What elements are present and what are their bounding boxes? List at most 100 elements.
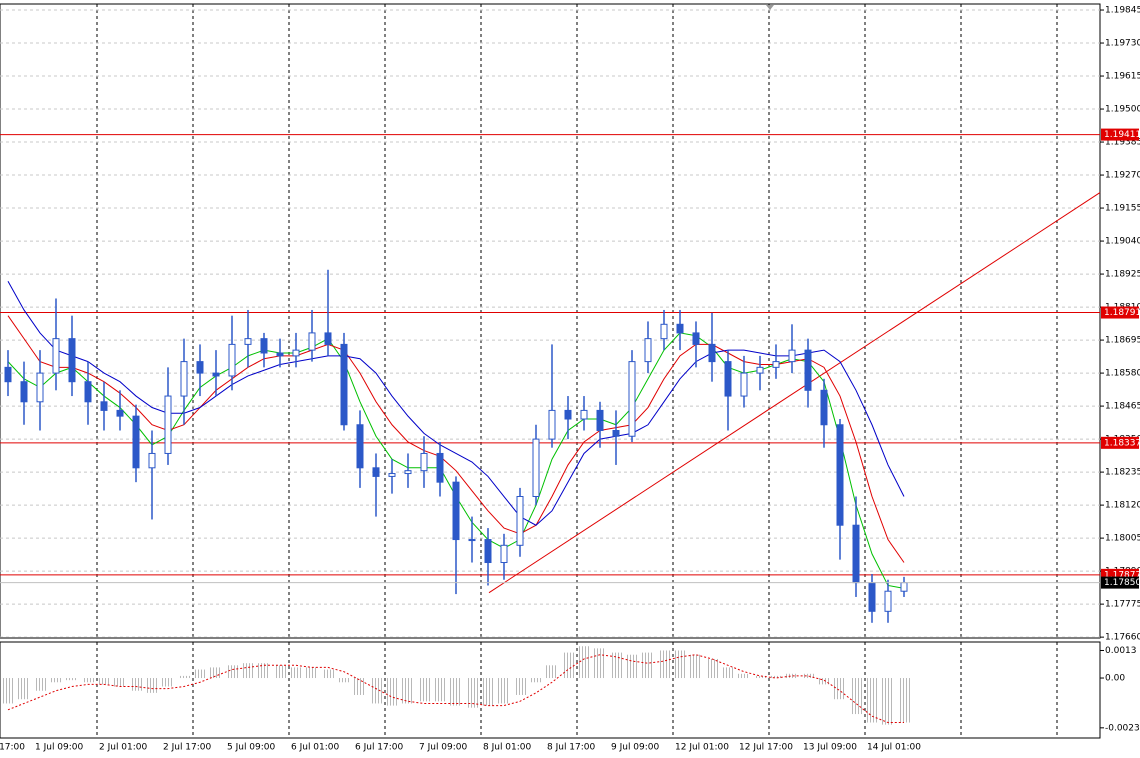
histogram-bar (210, 667, 222, 679)
histogram-bar (450, 678, 462, 706)
moving-average (7, 315, 905, 563)
x-tick-label: 5 Jul 09:00 (227, 743, 276, 753)
candle-body (660, 323, 668, 340)
candle-body (116, 409, 124, 417)
y-tick-label: 1.19040 (1105, 237, 1140, 247)
candle-body (196, 361, 204, 374)
candle-body (884, 590, 892, 612)
candle-body (372, 467, 380, 477)
candle-body (276, 352, 284, 357)
candle-body (804, 349, 812, 391)
histogram-bar (642, 652, 654, 679)
x-tick-label: 8 Jul 17:00 (547, 743, 596, 753)
candle-body (36, 372, 44, 403)
histogram-bar (882, 678, 894, 725)
histogram-bar (722, 667, 734, 679)
candle-body (324, 332, 332, 345)
histogram-bar (514, 678, 526, 695)
candle-body (580, 409, 588, 420)
candle-body (612, 429, 620, 437)
y-tick-label: 1.19270 (1105, 171, 1140, 181)
histogram-bar (546, 665, 558, 679)
candle-body (708, 343, 716, 363)
candle-body (500, 544, 508, 564)
histogram-bar (466, 678, 478, 708)
candle-body (820, 389, 828, 426)
histogram-bar (658, 650, 670, 679)
y-tick-label: 1.17660 (1105, 633, 1140, 643)
candle-body (180, 361, 188, 397)
y-tick-label: 0.0013 (1105, 646, 1137, 656)
x-tick-label: 9 Jul 09:00 (611, 743, 660, 753)
candle-body (484, 539, 492, 564)
candle-body (356, 424, 364, 469)
current-price-bg (1101, 576, 1139, 589)
histogram-bar (578, 646, 590, 679)
histogram-bar (738, 673, 750, 679)
current-price-label: 1.17850 (1104, 578, 1140, 588)
histogram-bar (18, 678, 30, 700)
y-tick-label: 1.18465 (1105, 402, 1140, 412)
level-label: 1.18337 (1104, 438, 1140, 448)
histogram-bar (130, 678, 142, 691)
candle-body (788, 349, 796, 363)
y-tick-label: 1.19500 (1105, 105, 1140, 115)
histogram-bar (482, 678, 494, 706)
level-label-bg (1101, 128, 1139, 141)
x-tick-label: 7 Jul 09:00 (419, 743, 468, 753)
histogram-bar (866, 678, 878, 723)
candle-body (308, 332, 316, 351)
candle-body (644, 338, 652, 363)
x-tick-label: 13 Jul 09:00 (803, 743, 857, 753)
x-tick-label: 14 Jul 01:00 (867, 743, 921, 753)
histogram-bar (562, 652, 574, 679)
histogram-bar (178, 675, 190, 679)
histogram-bar (306, 667, 318, 679)
candle-body (68, 338, 76, 383)
y-tick-label: 1.18695 (1105, 336, 1140, 346)
candle-body (52, 338, 60, 374)
histogram-bar (418, 678, 430, 702)
histogram-bar (162, 678, 174, 687)
histogram-bar (610, 652, 622, 679)
y-tick-label: 1.19385 (1105, 138, 1140, 148)
x-tick-label: 6 Jul 01:00 (291, 743, 340, 753)
level-label: 1.19411 (1104, 130, 1140, 140)
histogram-bar (770, 675, 782, 679)
histogram-bar (242, 663, 254, 679)
x-tick-label: 2 Jul 01:00 (99, 743, 148, 753)
histogram-bar (594, 648, 606, 679)
histogram-bar (82, 678, 94, 683)
candle-body (148, 452, 156, 469)
y-tick-label: 1.18235 (1105, 468, 1140, 478)
candle-body (724, 361, 732, 397)
candle-body (852, 524, 860, 584)
y-tick-label: 0.00 (1105, 674, 1125, 684)
histogram-bar (786, 673, 798, 679)
histogram-bar (674, 650, 686, 679)
level-label-bg (1101, 306, 1139, 319)
candle-body (132, 415, 140, 469)
histogram-bar (370, 678, 382, 704)
y-tick-label: 1.19615 (1105, 72, 1140, 82)
candle-body (340, 343, 348, 426)
y-tick-label: -0.00235 (1105, 723, 1140, 733)
y-tick-label: 1.19730 (1105, 39, 1140, 49)
candle-body (468, 539, 476, 542)
histogram-bar (818, 678, 830, 685)
candle-body (260, 338, 268, 354)
histogram-bar (834, 678, 846, 700)
candle-body (420, 452, 428, 472)
candle-body (836, 424, 844, 526)
histogram-bar (754, 675, 766, 679)
histogram-bar (274, 665, 286, 679)
x-tick-label: 17:00 (0, 743, 25, 753)
level-label: 1.17877 (1104, 570, 1140, 580)
candle-body (692, 332, 700, 345)
candle-body (404, 470, 412, 475)
x-tick-label: 12 Jul 01:00 (675, 743, 729, 753)
histogram-bar (498, 678, 510, 704)
candle-body (532, 438, 540, 498)
